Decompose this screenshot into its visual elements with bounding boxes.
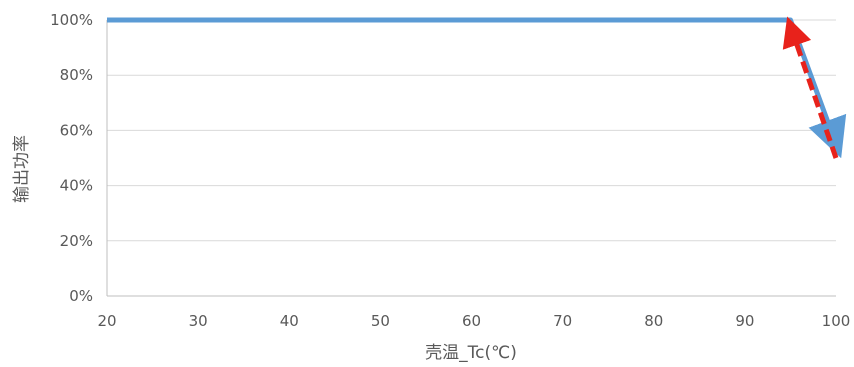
x-tick-label: 30 bbox=[189, 312, 208, 330]
gridlines bbox=[107, 19, 836, 242]
series bbox=[107, 17, 847, 159]
y-tick-label: 0% bbox=[69, 287, 93, 305]
x-tick-label: 100 bbox=[822, 312, 851, 330]
x-axis-title: 壳温_Tc(℃) bbox=[425, 343, 517, 363]
y-tick-label: 100% bbox=[50, 11, 93, 29]
series-line-0 bbox=[107, 17, 847, 159]
annotations bbox=[782, 16, 839, 159]
red-dashed-arrow bbox=[782, 16, 839, 159]
y-axis-title: 输出功率 bbox=[12, 135, 32, 203]
axes bbox=[106, 20, 836, 297]
y-tick-label: 40% bbox=[60, 177, 93, 195]
x-tick-label: 80 bbox=[644, 312, 663, 330]
x-tick-label: 20 bbox=[97, 312, 116, 330]
x-tick-label: 90 bbox=[735, 312, 754, 330]
tick-labels: 0% 20% 40% 60% 80% 100% 20 30 40 50 60 70 80 90 100 bbox=[50, 11, 850, 330]
y-tick-label: 60% bbox=[60, 121, 93, 139]
y-tick-label: 80% bbox=[60, 66, 93, 84]
y-tick-label: 20% bbox=[60, 232, 93, 250]
x-tick-label: 60 bbox=[462, 312, 481, 330]
x-tick-label: 40 bbox=[280, 312, 299, 330]
x-tick-label: 50 bbox=[371, 312, 390, 330]
x-tick-label: 70 bbox=[553, 312, 572, 330]
